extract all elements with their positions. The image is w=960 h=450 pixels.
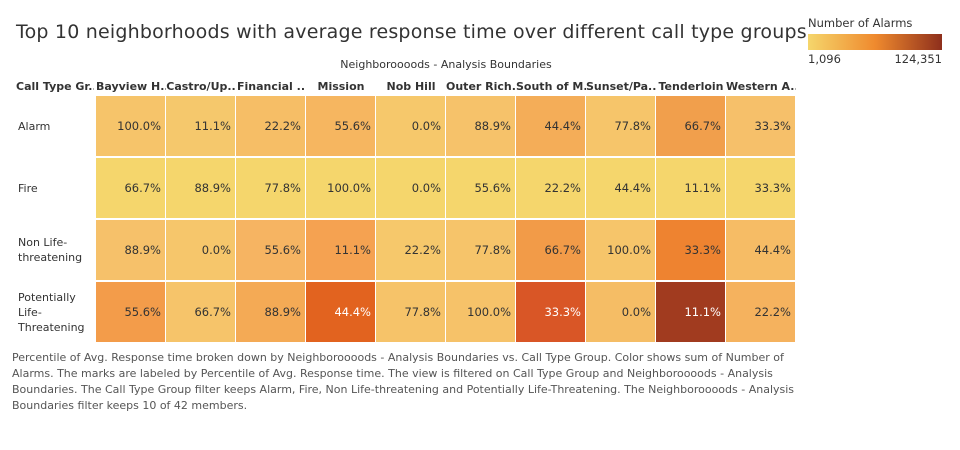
heatmap-cell[interactable]: 66.7% bbox=[656, 96, 725, 156]
heatmap-cell[interactable]: 33.3% bbox=[656, 220, 725, 280]
heatmap-cell[interactable]: 55.6% bbox=[306, 96, 375, 156]
heatmap-cell[interactable]: 0.0% bbox=[586, 282, 655, 342]
row-label-line: Fire bbox=[18, 181, 38, 195]
row-label[interactable]: Non Life-threatening bbox=[18, 220, 94, 280]
heatmap-cell[interactable]: 100.0% bbox=[306, 158, 375, 218]
heatmap-cell[interactable]: 88.9% bbox=[166, 158, 235, 218]
legend-gradient-bar bbox=[808, 34, 942, 50]
column-header[interactable]: Tenderloin bbox=[658, 80, 724, 93]
row-label-line: Alarm bbox=[18, 119, 51, 133]
heatmap-cell[interactable]: 55.6% bbox=[446, 158, 515, 218]
heatmap-cell[interactable]: 44.4% bbox=[516, 96, 585, 156]
heatmap-cell[interactable]: 88.9% bbox=[446, 96, 515, 156]
heatmap-cell[interactable]: 88.9% bbox=[96, 220, 165, 280]
heatmap-cell[interactable]: 44.4% bbox=[726, 220, 795, 280]
heatmap-cell[interactable]: 66.7% bbox=[516, 220, 585, 280]
heatmap-cell[interactable]: 11.1% bbox=[306, 220, 375, 280]
heatmap-cell[interactable]: 100.0% bbox=[96, 96, 165, 156]
column-header[interactable]: Financial .. bbox=[236, 80, 306, 93]
heatmap-cell[interactable]: 66.7% bbox=[96, 158, 165, 218]
column-header[interactable]: South of M.. bbox=[516, 80, 586, 93]
row-label-line: Life- bbox=[18, 305, 42, 319]
column-header[interactable]: Western A.. bbox=[726, 80, 796, 93]
heatmap-cell[interactable]: 0.0% bbox=[166, 220, 235, 280]
heatmap-cell[interactable]: 55.6% bbox=[96, 282, 165, 342]
heatmap-cell[interactable]: 88.9% bbox=[236, 282, 305, 342]
column-axis-title: Neighboroooods - Analysis Boundaries bbox=[340, 58, 552, 71]
column-header[interactable]: Mission bbox=[317, 80, 365, 93]
heatmap-cell[interactable]: 22.2% bbox=[236, 96, 305, 156]
heatmap-cell[interactable]: 0.0% bbox=[376, 158, 445, 218]
legend-title: Number of Alarms bbox=[808, 16, 913, 30]
heatmap-cell[interactable]: 44.4% bbox=[306, 282, 375, 342]
row-label-line: Potentially bbox=[18, 290, 76, 304]
column-header[interactable]: Bayview H.. bbox=[96, 80, 166, 93]
row-label-line: threatening bbox=[18, 251, 83, 264]
heatmap-cell[interactable]: 44.4% bbox=[586, 158, 655, 218]
heatmap-cell[interactable]: 33.3% bbox=[516, 282, 585, 342]
row-label-line: Threatening bbox=[18, 320, 85, 334]
heatmap-cell[interactable]: 11.1% bbox=[656, 158, 725, 218]
heatmap-cell[interactable]: 100.0% bbox=[586, 220, 655, 280]
column-header[interactable]: Outer Rich.. bbox=[446, 80, 516, 93]
heatmap-cell[interactable]: 77.8% bbox=[446, 220, 515, 280]
heatmap-cell[interactable]: 100.0% bbox=[446, 282, 515, 342]
row-label[interactable]: Alarm bbox=[18, 96, 94, 156]
heatmap-cell[interactable]: 11.1% bbox=[656, 282, 725, 342]
heatmap-cell[interactable]: 11.1% bbox=[166, 96, 235, 156]
row-header-title[interactable]: Call Type Gr.. bbox=[16, 80, 94, 93]
heatmap-cell[interactable]: 33.3% bbox=[726, 96, 795, 156]
legend-min-label: 1,096 bbox=[808, 52, 841, 66]
legend-max-label: 124,351 bbox=[894, 52, 942, 66]
legend-labels: 1,096 124,351 bbox=[808, 52, 942, 66]
color-legend: Number of Alarms 1,096 124,351 bbox=[808, 16, 944, 66]
heatmap-cell[interactable]: 66.7% bbox=[166, 282, 235, 342]
heatmap-cell[interactable]: 77.8% bbox=[236, 158, 305, 218]
chart-title: Top 10 neighborhoods with average respon… bbox=[16, 21, 807, 43]
row-label[interactable]: Potentially Life- Threatening bbox=[18, 282, 94, 342]
heatmap-cell[interactable]: 22.2% bbox=[376, 220, 445, 280]
heatmap-cell[interactable]: 0.0% bbox=[376, 96, 445, 156]
column-headers: Bayview H.. Castro/Up.. Financial .. Missio… bbox=[96, 80, 796, 94]
column-header[interactable]: Nob Hill bbox=[386, 80, 436, 93]
heatmap-cell[interactable]: 33.3% bbox=[726, 158, 795, 218]
heatmap-cell[interactable]: 22.2% bbox=[516, 158, 585, 218]
heatmap-cell[interactable]: 77.8% bbox=[376, 282, 445, 342]
row-label-line: Non Life- bbox=[18, 236, 68, 249]
heatmap-grid: 100.0% 11.1% 22.2% 55.6% 0.0% 88.9% 44.4% 77.8%… bbox=[96, 96, 796, 344]
chart-caption: Percentile of Avg. Response time broken … bbox=[12, 351, 795, 412]
column-header[interactable]: Sunset/Pa.. bbox=[586, 80, 656, 93]
row-label[interactable]: Fire bbox=[18, 158, 94, 218]
heatmap-cell[interactable]: 55.6% bbox=[236, 220, 305, 280]
heatmap-cell[interactable]: 77.8% bbox=[586, 96, 655, 156]
column-header[interactable]: Castro/Up.. bbox=[166, 80, 236, 93]
heatmap-cell[interactable]: 22.2% bbox=[726, 282, 795, 342]
